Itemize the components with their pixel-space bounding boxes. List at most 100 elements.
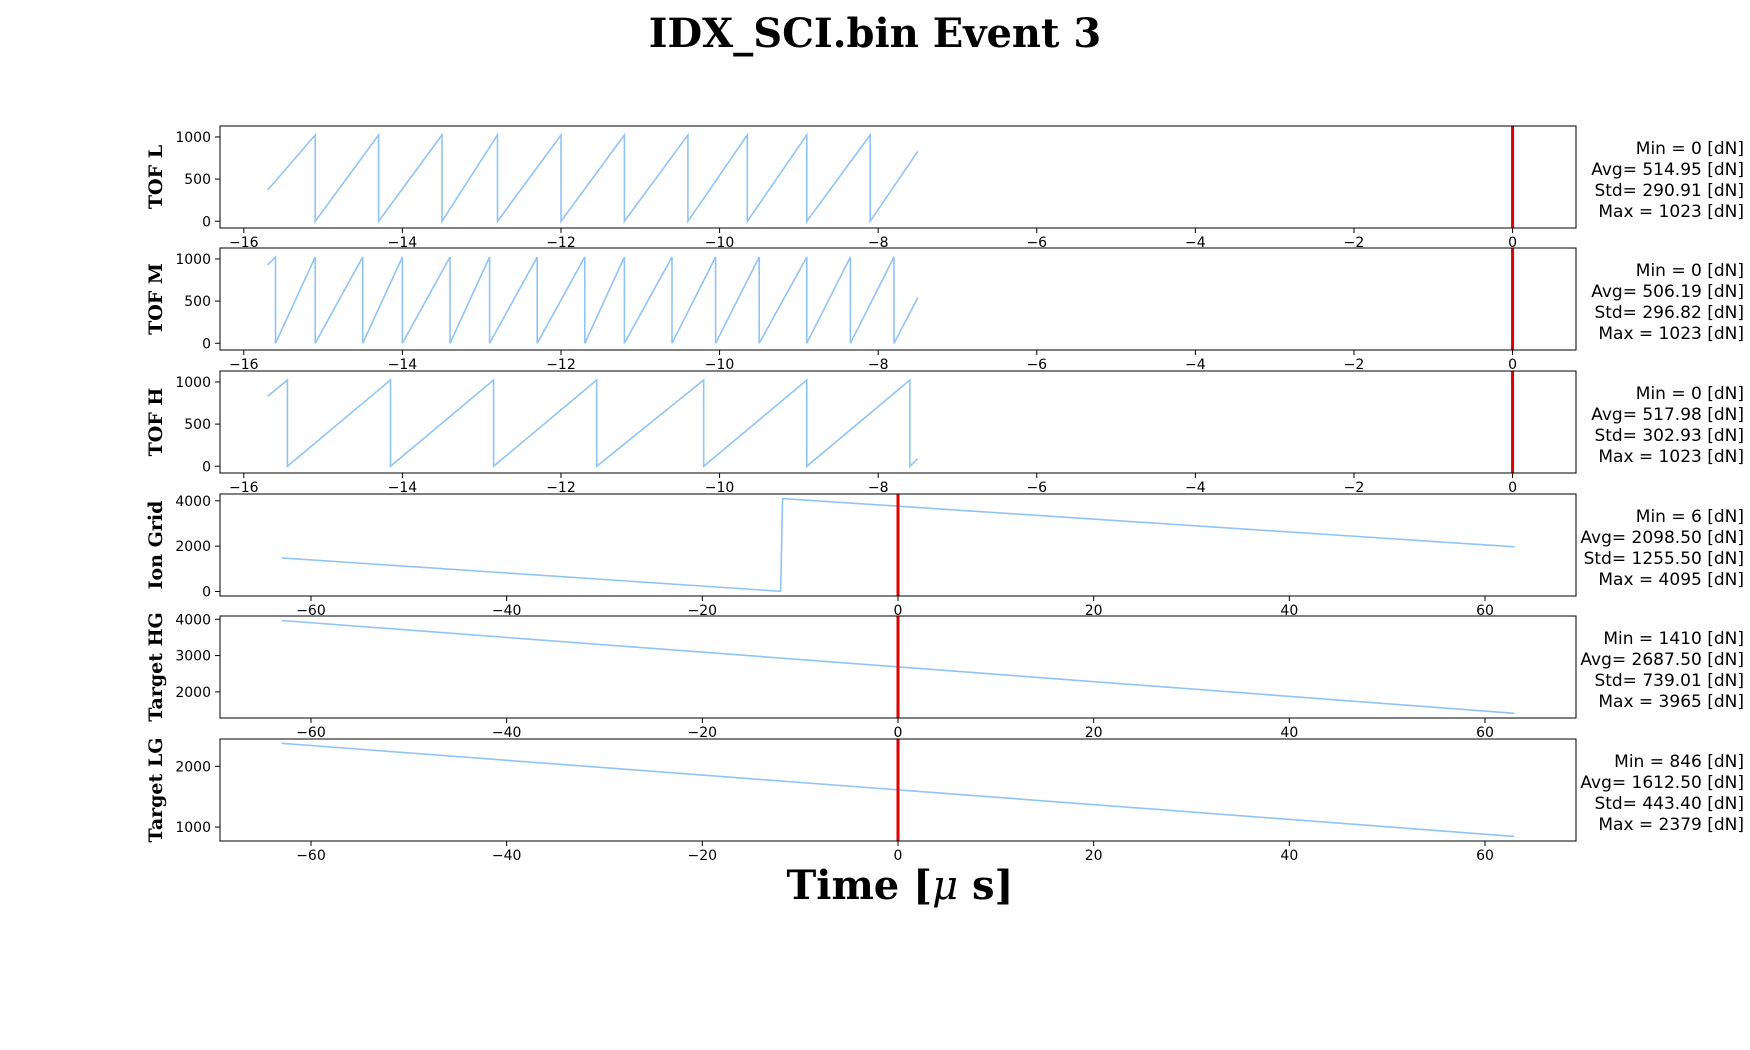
stats-panel-ion-grid: Min = 6 [dN] Avg= 2098.50 [dN] Std= 1255…	[1580, 507, 1744, 591]
x-tick-label: −10	[705, 480, 735, 496]
x-tick-label: 40	[1280, 848, 1298, 864]
stat-avg: Avg= 517.98 [dN]	[1591, 405, 1744, 425]
y-tick-label: 2000	[175, 685, 211, 701]
stat-min: Min = 0 [dN]	[1635, 384, 1744, 404]
x-tick-label: 0	[894, 725, 903, 741]
stat-avg: Avg= 2098.50 [dN]	[1580, 528, 1744, 548]
x-tick-label: −40	[492, 725, 522, 741]
x-tick-label: −4	[1185, 480, 1206, 496]
x-tick-label: −40	[492, 603, 522, 619]
subplot-tof-l: 0 500 1000 −16 −14 −12 −10 −8 −6 −4 −2 0 TOF L	[145, 125, 1577, 251]
x-axis-label-suffix: s]	[958, 862, 1014, 909]
stat-avg: Avg= 506.19 [dN]	[1591, 282, 1744, 302]
x-tick-label: −6	[1026, 235, 1047, 251]
x-tick-label: −16	[229, 480, 259, 496]
stat-min: Min = 1410 [dN]	[1603, 629, 1744, 649]
y-tick-label: 1000	[175, 252, 211, 268]
x-tick-label: −6	[1026, 480, 1047, 496]
x-tick-label: −2	[1344, 480, 1365, 496]
stat-min: Min = 6 [dN]	[1635, 507, 1744, 527]
subplot-tof-m: 0 500 1000 −16 −14 −12 −10 −8 −6 −4 −2 0 TOF M	[145, 247, 1577, 373]
x-tick-label: 0	[894, 848, 903, 864]
x-tick-label: −20	[688, 603, 718, 619]
y-tick-label: 3000	[175, 649, 211, 665]
stat-max: Max = 2379 [dN]	[1598, 815, 1744, 835]
stats-panel-tof-h: Min = 0 [dN] Avg= 517.98 [dN] Std= 302.9…	[1591, 384, 1744, 468]
x-tick-label: −12	[546, 357, 576, 373]
y-axis-label: TOF L	[145, 145, 167, 209]
stat-avg: Avg= 514.95 [dN]	[1591, 160, 1744, 180]
y-axis-label: TOF M	[145, 263, 167, 335]
axes-frame	[219, 370, 1577, 474]
stat-max: Max = 1023 [dN]	[1598, 324, 1744, 344]
x-axis-label-prefix: Time [	[786, 862, 933, 909]
subplot-target-lg: 1000 2000 −60 −40 −20 0 20 40 60 Target LG	[145, 738, 1577, 864]
x-tick-label: −16	[229, 357, 259, 373]
x-tick-label: 60	[1476, 725, 1494, 741]
stat-max: Max = 1023 [dN]	[1598, 447, 1744, 467]
x-tick-label: −8	[868, 480, 889, 496]
stat-std: Std= 1255.50 [dN]	[1583, 549, 1744, 569]
stat-max: Max = 3965 [dN]	[1598, 692, 1744, 712]
y-tick-label: 1000	[175, 820, 211, 836]
x-tick-label: 20	[1085, 725, 1103, 741]
stats-panel-target-lg: Min = 846 [dN] Avg= 1612.50 [dN] Std= 44…	[1580, 752, 1744, 836]
stat-max: Max = 4095 [dN]	[1598, 570, 1744, 590]
x-tick-label: −20	[688, 725, 718, 741]
axes-frame	[219, 247, 1577, 351]
stat-min: Min = 0 [dN]	[1635, 261, 1744, 281]
x-tick-label: 40	[1280, 603, 1298, 619]
y-tick-label: 500	[184, 294, 211, 310]
y-tick-label: 500	[184, 172, 211, 188]
stats-panel-tof-m: Min = 0 [dN] Avg= 506.19 [dN] Std= 296.8…	[1591, 261, 1744, 345]
x-tick-label: 60	[1476, 848, 1494, 864]
x-tick-label: −14	[388, 480, 418, 496]
y-tick-label: 2000	[175, 539, 211, 555]
stat-std: Std= 739.01 [dN]	[1594, 671, 1744, 691]
x-tick-label: −40	[492, 848, 522, 864]
x-tick-label: −12	[546, 480, 576, 496]
y-tick-label: 0	[202, 584, 211, 600]
x-tick-label: 0	[894, 603, 903, 619]
x-tick-label: −2	[1344, 357, 1365, 373]
x-tick-label: −14	[388, 357, 418, 373]
y-tick-label: 4000	[175, 612, 211, 628]
stat-max: Max = 1023 [dN]	[1598, 202, 1744, 222]
y-axis-label: Target LG	[145, 738, 167, 843]
stat-min: Min = 0 [dN]	[1635, 139, 1744, 159]
x-tick-label: −20	[688, 848, 718, 864]
x-axis-label-mu: μ	[932, 863, 959, 909]
data-line	[267, 378, 919, 469]
data-line	[267, 255, 919, 344]
x-axis-label: Time [μ s]	[720, 862, 1080, 909]
stat-std: Std= 296.82 [dN]	[1594, 303, 1744, 323]
y-tick-label: 0	[202, 459, 211, 475]
y-tick-label: 0	[202, 214, 211, 230]
y-tick-label: 0	[202, 336, 211, 352]
x-tick-label: −8	[868, 235, 889, 251]
x-tick-label: −16	[229, 235, 259, 251]
stats-panel-target-hg: Min = 1410 [dN] Avg= 2687.50 [dN] Std= 7…	[1580, 629, 1744, 713]
stat-std: Std= 443.40 [dN]	[1594, 794, 1744, 814]
figure-title: IDX_SCI.bin Event 3	[648, 10, 1102, 57]
x-tick-label: 0	[1508, 357, 1517, 373]
x-tick-label: −10	[705, 235, 735, 251]
x-tick-label: −14	[388, 235, 418, 251]
stat-min: Min = 846 [dN]	[1614, 752, 1744, 772]
y-tick-label: 1000	[175, 130, 211, 146]
x-tick-label: −60	[296, 848, 326, 864]
x-tick-label: −4	[1185, 235, 1206, 251]
stats-panel-tof-l: Min = 0 [dN] Avg= 514.95 [dN] Std= 290.9…	[1591, 139, 1744, 223]
subplot-tof-h: 0 500 1000 −16 −14 −12 −10 −8 −6 −4 −2 0 TOF H	[145, 370, 1577, 496]
stat-std: Std= 290.91 [dN]	[1594, 181, 1744, 201]
y-axis-label: TOF H	[145, 388, 167, 457]
stat-std: Std= 302.93 [dN]	[1594, 426, 1744, 446]
x-tick-label: −8	[868, 357, 889, 373]
y-axis-label: Target HG	[145, 612, 167, 722]
data-line	[266, 132, 919, 225]
x-tick-label: −10	[705, 357, 735, 373]
subplot-ion-grid: 0 2000 4000 −60 −40 −20 0 20 40 60 Ion Grid	[145, 493, 1577, 619]
y-tick-label: 1000	[175, 375, 211, 391]
y-axis-label: Ion Grid	[145, 501, 167, 590]
